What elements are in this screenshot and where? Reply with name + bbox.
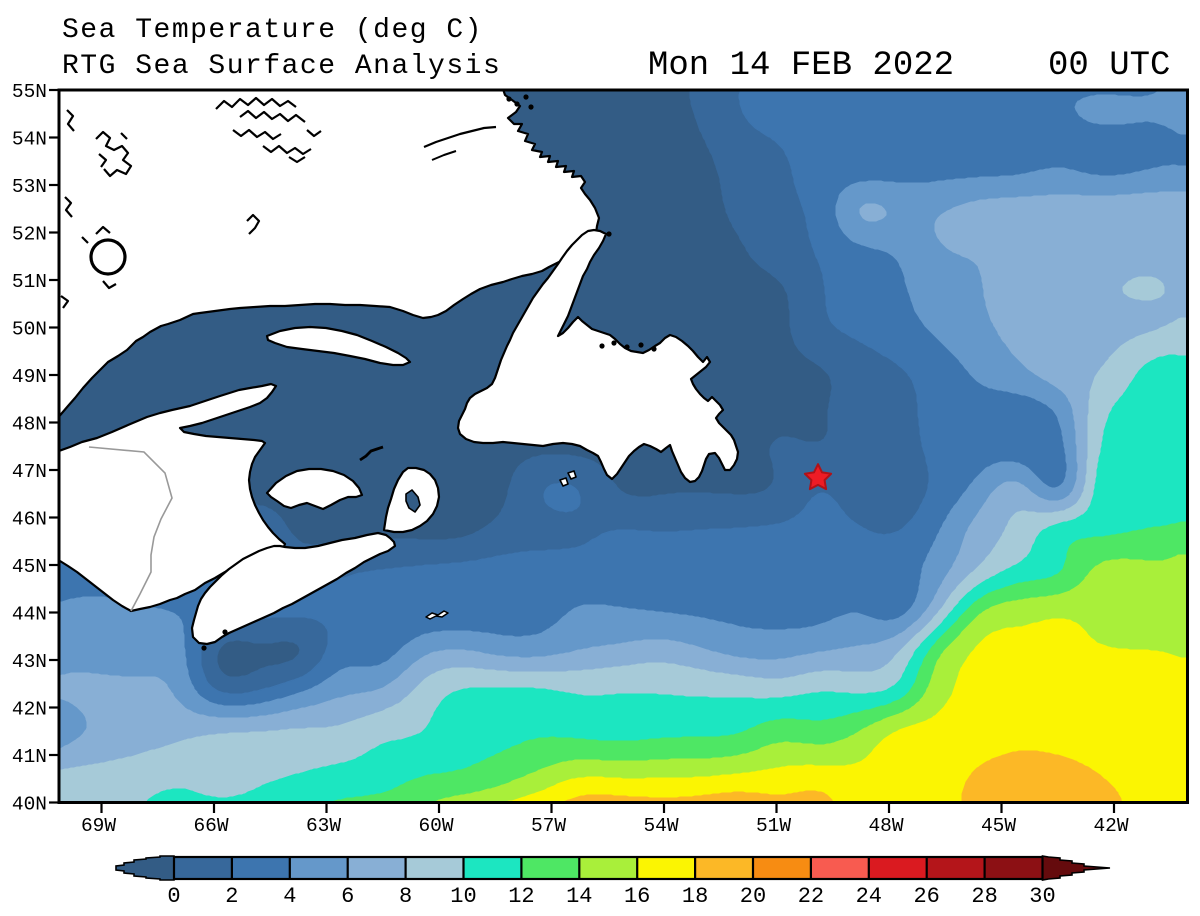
svg-text:42N: 42N	[12, 699, 47, 721]
svg-text:28: 28	[971, 884, 997, 909]
svg-text:45W: 45W	[981, 815, 1016, 837]
svg-text:46N: 46N	[12, 509, 47, 531]
svg-text:55N: 55N	[12, 81, 47, 103]
svg-text:49N: 49N	[12, 366, 47, 388]
svg-text:6: 6	[341, 884, 354, 909]
svg-text:24: 24	[856, 884, 882, 909]
svg-text:54W: 54W	[643, 815, 678, 837]
svg-text:48W: 48W	[868, 815, 903, 837]
svg-text:42W: 42W	[1093, 815, 1128, 837]
svg-text:00 UTC: 00 UTC	[1048, 47, 1170, 85]
svg-text:69W: 69W	[81, 815, 116, 837]
svg-text:Mon 14 FEB 2022: Mon 14 FEB 2022	[648, 47, 954, 85]
svg-text:51W: 51W	[756, 815, 791, 837]
svg-text:RTG Sea Surface Analysis: RTG Sea Surface Analysis	[62, 51, 501, 82]
svg-text:47N: 47N	[12, 461, 47, 483]
svg-text:Sea Temperature (deg C): Sea Temperature (deg C)	[62, 15, 483, 46]
svg-text:10: 10	[450, 884, 476, 909]
svg-text:4: 4	[283, 884, 296, 909]
svg-text:20: 20	[740, 884, 766, 909]
svg-text:45N: 45N	[12, 556, 47, 578]
svg-text:54N: 54N	[12, 129, 47, 151]
svg-text:22: 22	[798, 884, 824, 909]
svg-text:50N: 50N	[12, 319, 47, 341]
svg-text:52N: 52N	[12, 224, 47, 246]
svg-text:8: 8	[399, 884, 412, 909]
svg-text:16: 16	[624, 884, 650, 909]
svg-text:60W: 60W	[418, 815, 453, 837]
svg-text:2: 2	[225, 884, 238, 909]
svg-text:30: 30	[1029, 884, 1055, 909]
svg-text:14: 14	[566, 884, 592, 909]
svg-text:66W: 66W	[193, 815, 228, 837]
svg-text:44N: 44N	[12, 604, 47, 626]
svg-text:18: 18	[682, 884, 708, 909]
svg-text:0: 0	[167, 884, 180, 909]
svg-text:12: 12	[508, 884, 534, 909]
svg-text:41N: 41N	[12, 746, 47, 768]
svg-text:57W: 57W	[531, 815, 566, 837]
svg-text:26: 26	[913, 884, 939, 909]
svg-text:48N: 48N	[12, 414, 47, 436]
svg-text:43N: 43N	[12, 651, 47, 673]
svg-text:51N: 51N	[12, 271, 47, 293]
svg-text:63W: 63W	[306, 815, 341, 837]
svg-text:53N: 53N	[12, 176, 47, 198]
svg-text:40N: 40N	[12, 794, 47, 816]
